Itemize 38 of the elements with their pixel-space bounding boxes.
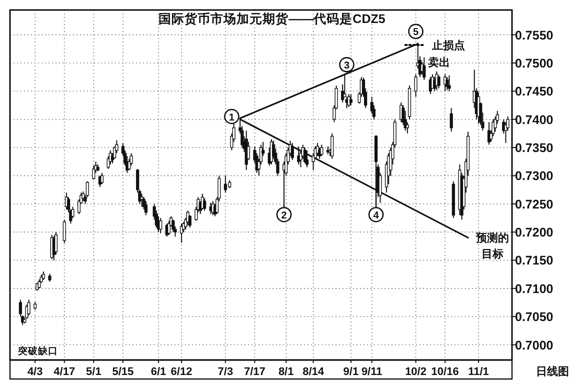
x-tick-label: 5/15 (112, 366, 134, 378)
y-tick-label: 0.7450 (515, 84, 554, 99)
annotation: 2 (281, 210, 287, 222)
annotation: 突破缺口 (18, 346, 58, 357)
x-tick-label: 8/1 (278, 366, 294, 378)
y-tick-label: 0.7000 (515, 338, 554, 352)
y-tick-label: 0.7550 (515, 28, 554, 42)
y-tick-label: 0.7250 (515, 197, 554, 212)
x-tick-label: 9/11 (361, 366, 382, 378)
y-tick-label: 0.7500 (515, 56, 554, 70)
x-tick-label: 6/1 (150, 366, 166, 378)
annotation: 日线图 (536, 366, 569, 378)
y-tick-label: 0.7200 (515, 226, 554, 240)
x-tick-label: 8/14 (302, 366, 324, 378)
x-tick-label: 4/3 (27, 366, 43, 378)
x-tick-label: 10/2 (405, 366, 426, 378)
x-tick-label: 9/1 (343, 366, 359, 378)
annotation: 卖出 (428, 56, 450, 69)
annotation: 预测的目标 (476, 232, 510, 261)
y-tick-label: 0.7400 (515, 112, 554, 127)
annotation: 3 (344, 60, 350, 72)
y-tick-label: 0.7050 (515, 310, 554, 324)
x-tick-label: 7/3 (218, 366, 234, 378)
annotation: 4 (373, 210, 379, 222)
annotation: 5 (413, 27, 419, 38)
x-tick-label: 6/12 (170, 366, 192, 378)
y-tick-label: 0.7150 (515, 254, 554, 268)
x-tick-label: 7/17 (244, 366, 266, 378)
x-tick-label: 5/1 (86, 366, 102, 378)
annotation: 1 (228, 112, 234, 124)
annotation: 止损点 (432, 40, 466, 52)
y-tick-label: 0.7300 (515, 169, 554, 184)
x-tick-label: 11/1 (468, 366, 489, 378)
y-tick-label: 0.7350 (515, 141, 554, 156)
y-tick-label: 0.7100 (515, 282, 554, 296)
title: 国际货币市场加元期货——代码是CDZ5 (158, 12, 386, 26)
x-tick-label: 4/17 (54, 366, 76, 378)
x-tick-label: 10/16 (431, 366, 459, 378)
